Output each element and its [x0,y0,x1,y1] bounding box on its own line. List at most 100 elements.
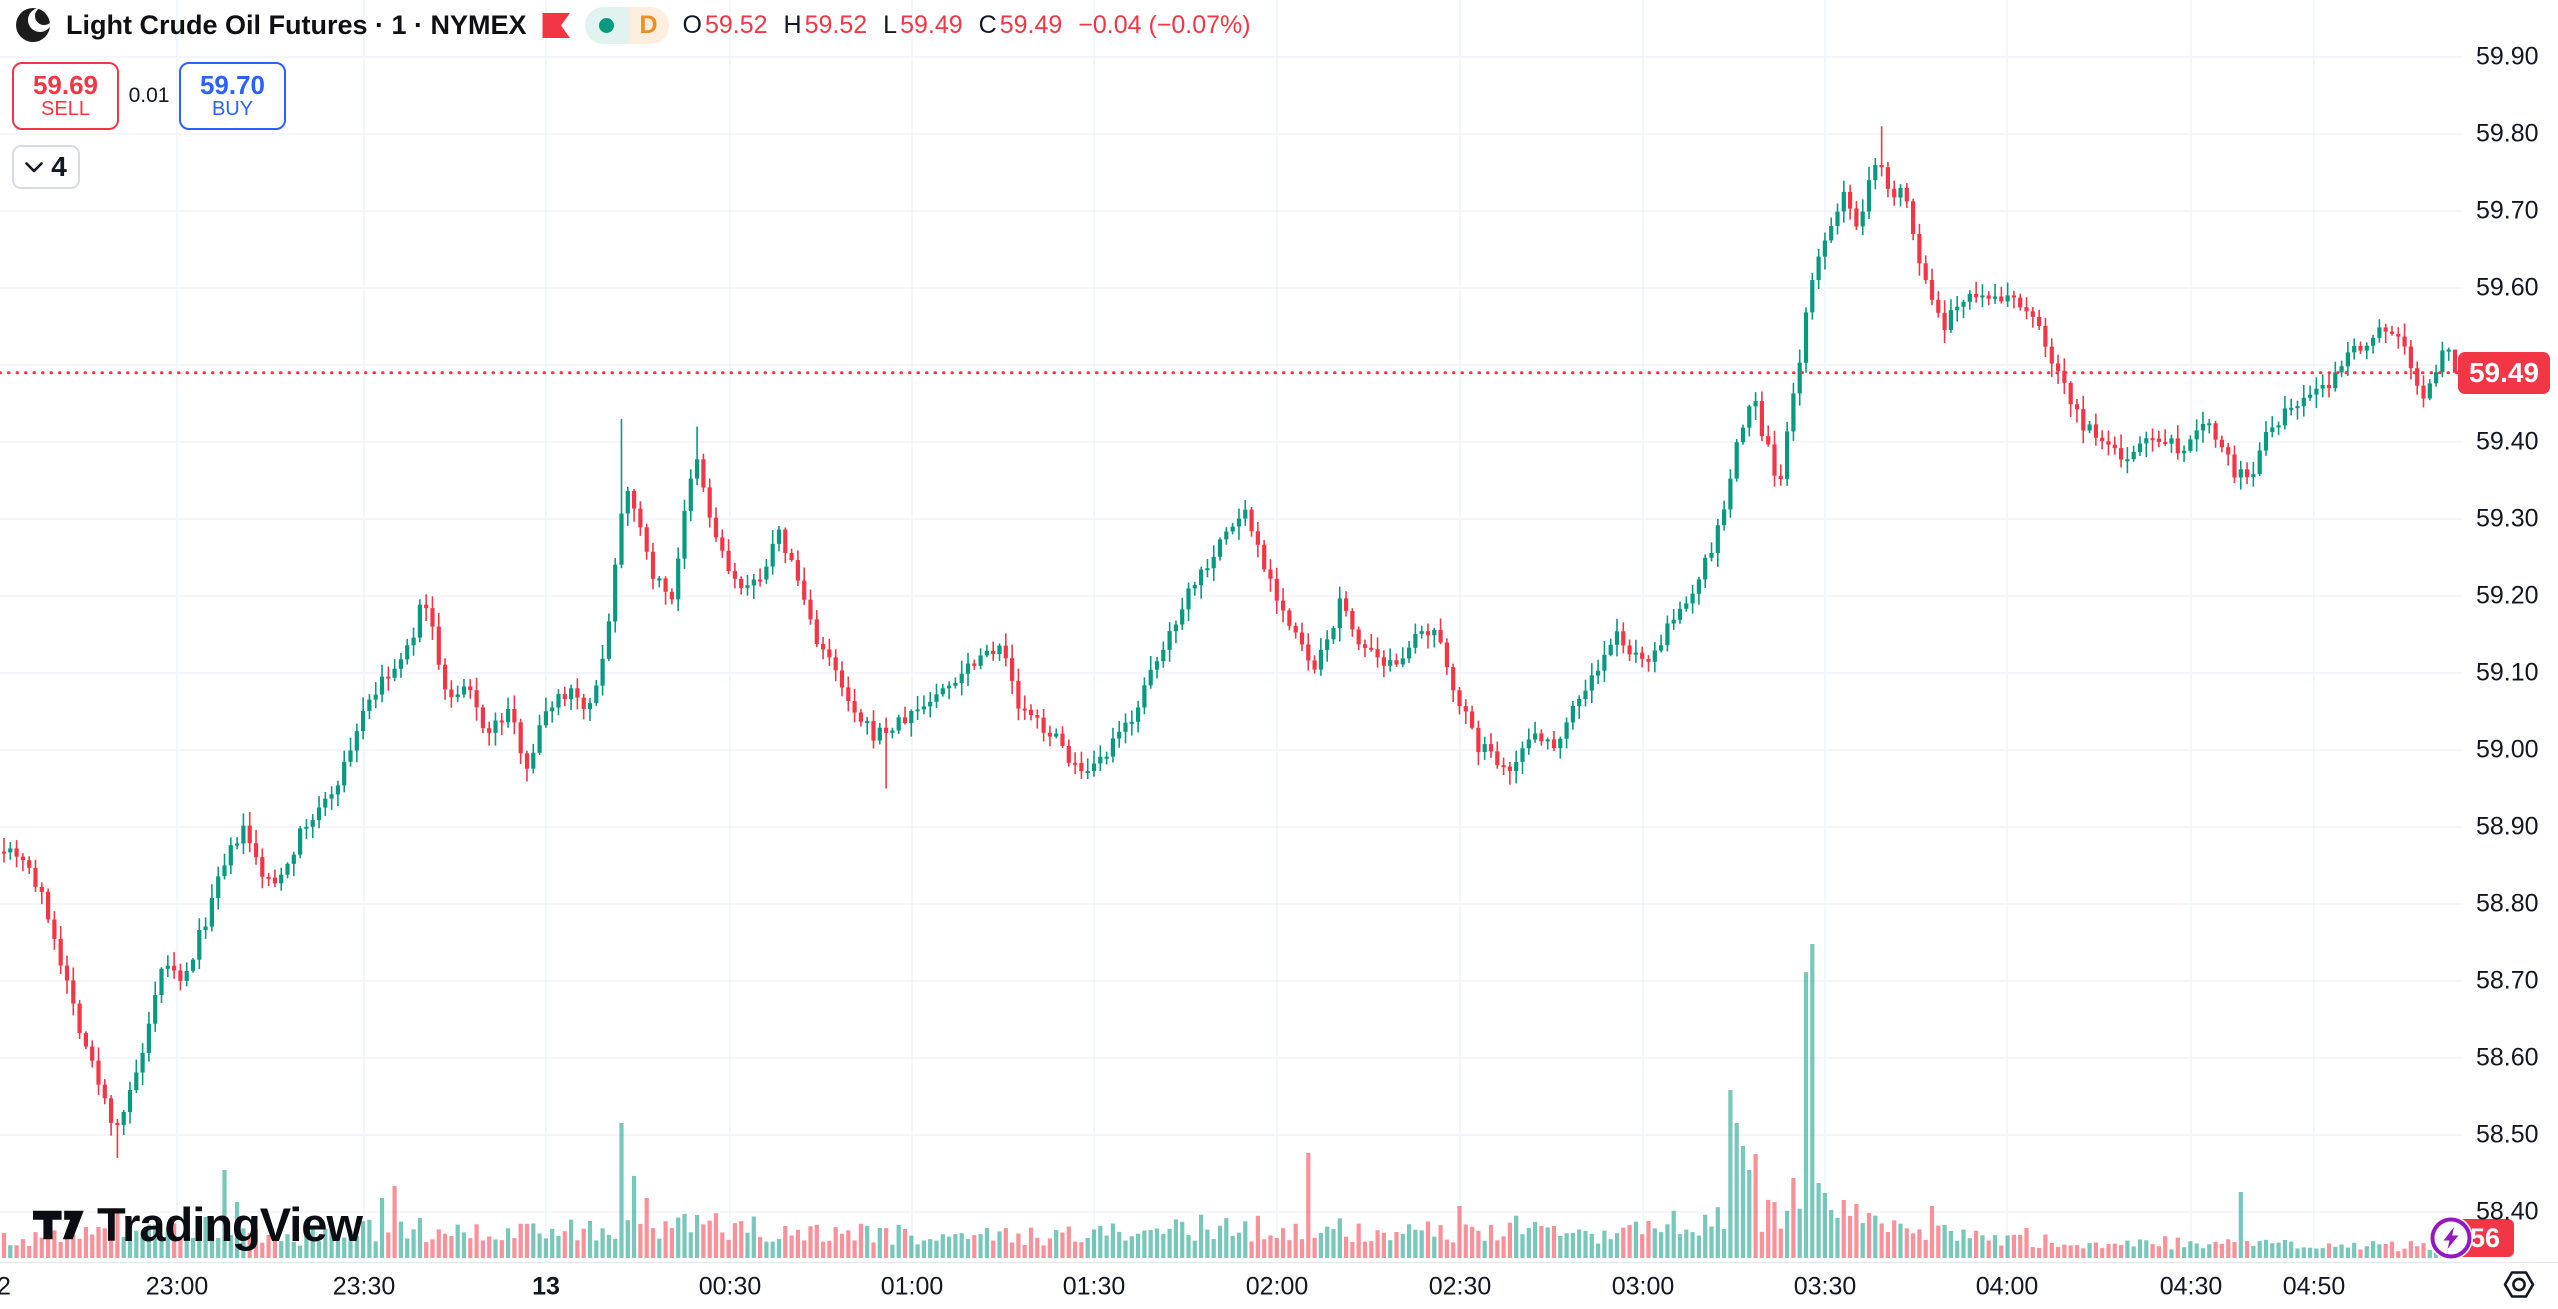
collapsed-indicators-dropdown[interactable]: 4 [12,145,80,189]
volume-bar [657,1238,662,1258]
candle-body [1999,296,2004,302]
candle-body [795,560,800,581]
volume-bar [499,1240,504,1258]
volume-bar [1577,1229,1582,1258]
candle-body [102,1084,107,1099]
market-status-pill[interactable]: D [584,6,669,44]
candle-body [1728,478,1733,510]
price-axis[interactable]: 59.49 56 59.90 59.80 59.70 59.60 59.40 59.30 5… [2429,0,2558,1262]
candle-body [2276,425,2281,428]
candle-body [1614,631,1620,645]
volume-bar [726,1239,731,1258]
candle-body [178,970,183,981]
candle-body [1337,598,1342,628]
candlestick-chart[interactable] [0,0,2464,1262]
candle-body [2093,424,2098,438]
candle-body [2383,327,2388,332]
time-axis[interactable]: 2 23:00 23:30 13 00:30 01:00 01:30 02:00 02:30 03… [0,1262,2558,1309]
volume-bar [2150,1244,2155,1258]
candle-body [2427,383,2432,399]
candle-body [890,730,895,733]
time-axis-label: 2 [0,1272,11,1300]
volume-bar [1375,1230,1380,1258]
volume-bar [562,1231,567,1258]
time-axis-label: 03:00 [1611,1272,1675,1300]
candle-body [1136,707,1141,722]
sell-button[interactable]: 59.69 SELL [12,62,119,130]
high-value: 59.52 [804,10,868,39]
flag-icon[interactable] [541,12,571,39]
volume-bar [1589,1233,1594,1258]
volume-bar [2037,1247,2042,1258]
candle-body [915,709,920,712]
volume-bar [877,1228,882,1258]
volume-bar [461,1232,467,1258]
tradingview-logo[interactable]: TradingView [33,1197,363,1252]
volume-bar [965,1239,971,1258]
axis-settings-gear-icon[interactable] [2502,1267,2536,1306]
volume-bar [1885,1232,1890,1258]
volume-bar [2421,1243,2426,1258]
candle-body [1205,568,1210,571]
candle-body [1627,645,1632,655]
candle-body [2219,439,2224,448]
volume-bar [203,1216,208,1258]
volume-bar [1803,972,1809,1258]
candle-body [827,649,832,658]
candle-body [1451,667,1456,691]
volume-bar [2320,1248,2325,1258]
candle-body [512,709,517,723]
candle-body [569,688,574,700]
candle-body [2289,407,2294,410]
candle-body [216,876,221,899]
volume-bar [2295,1248,2300,1258]
candle-body [1551,739,1557,749]
volume-bar [272,1237,277,1258]
candle-body [965,663,971,674]
volume-bar [1992,1235,1998,1258]
volume-bar [2226,1239,2231,1258]
candle-body [2345,352,2350,367]
candle-body [1274,578,1279,601]
volume-bar [827,1240,832,1258]
candle-body [2182,450,2187,454]
volume-bar [991,1240,996,1258]
candle-body [1797,362,1802,394]
volume-bar [1778,1228,1783,1258]
volume-bar [209,1223,214,1258]
candle-body [304,826,309,829]
candle-body [1633,652,1638,655]
candle-body [1709,553,1714,558]
candle-body [1243,509,1248,519]
candle-body [2081,409,2086,431]
tradingview-mark-icon [33,1210,84,1239]
chart-plot-area[interactable] [0,0,2464,1262]
flash-boost-button[interactable] [2429,1216,2473,1260]
buy-button[interactable]: 59.70 BUY [179,62,286,130]
candle-body [1369,647,1374,650]
volume-bar [1621,1227,1626,1258]
volume-bar [581,1228,586,1258]
candle-body [1186,588,1191,610]
candle-body [1154,661,1160,670]
volume-bar [2263,1239,2269,1258]
candle-body [474,690,479,708]
candle-body [1822,240,1827,257]
candle-body [279,874,284,884]
candle-body [934,694,939,702]
candle-body [27,860,32,868]
volume-bar [1085,1237,1090,1258]
volume-bar [814,1224,819,1258]
candle-body [1407,647,1412,659]
volume-bar [789,1235,794,1258]
candle-body [2377,327,2382,338]
candle-body [1325,639,1330,650]
candle-body [739,578,744,588]
volume-bar [1596,1243,1601,1258]
volume-bar [1665,1224,1670,1258]
candle-body [71,980,76,1004]
volume-bar [921,1240,926,1258]
symbol-title[interactable]: Light Crude Oil Futures · 1 · NYMEX [66,9,527,40]
volume-bar [1091,1229,1097,1258]
candle-body [1501,765,1506,768]
